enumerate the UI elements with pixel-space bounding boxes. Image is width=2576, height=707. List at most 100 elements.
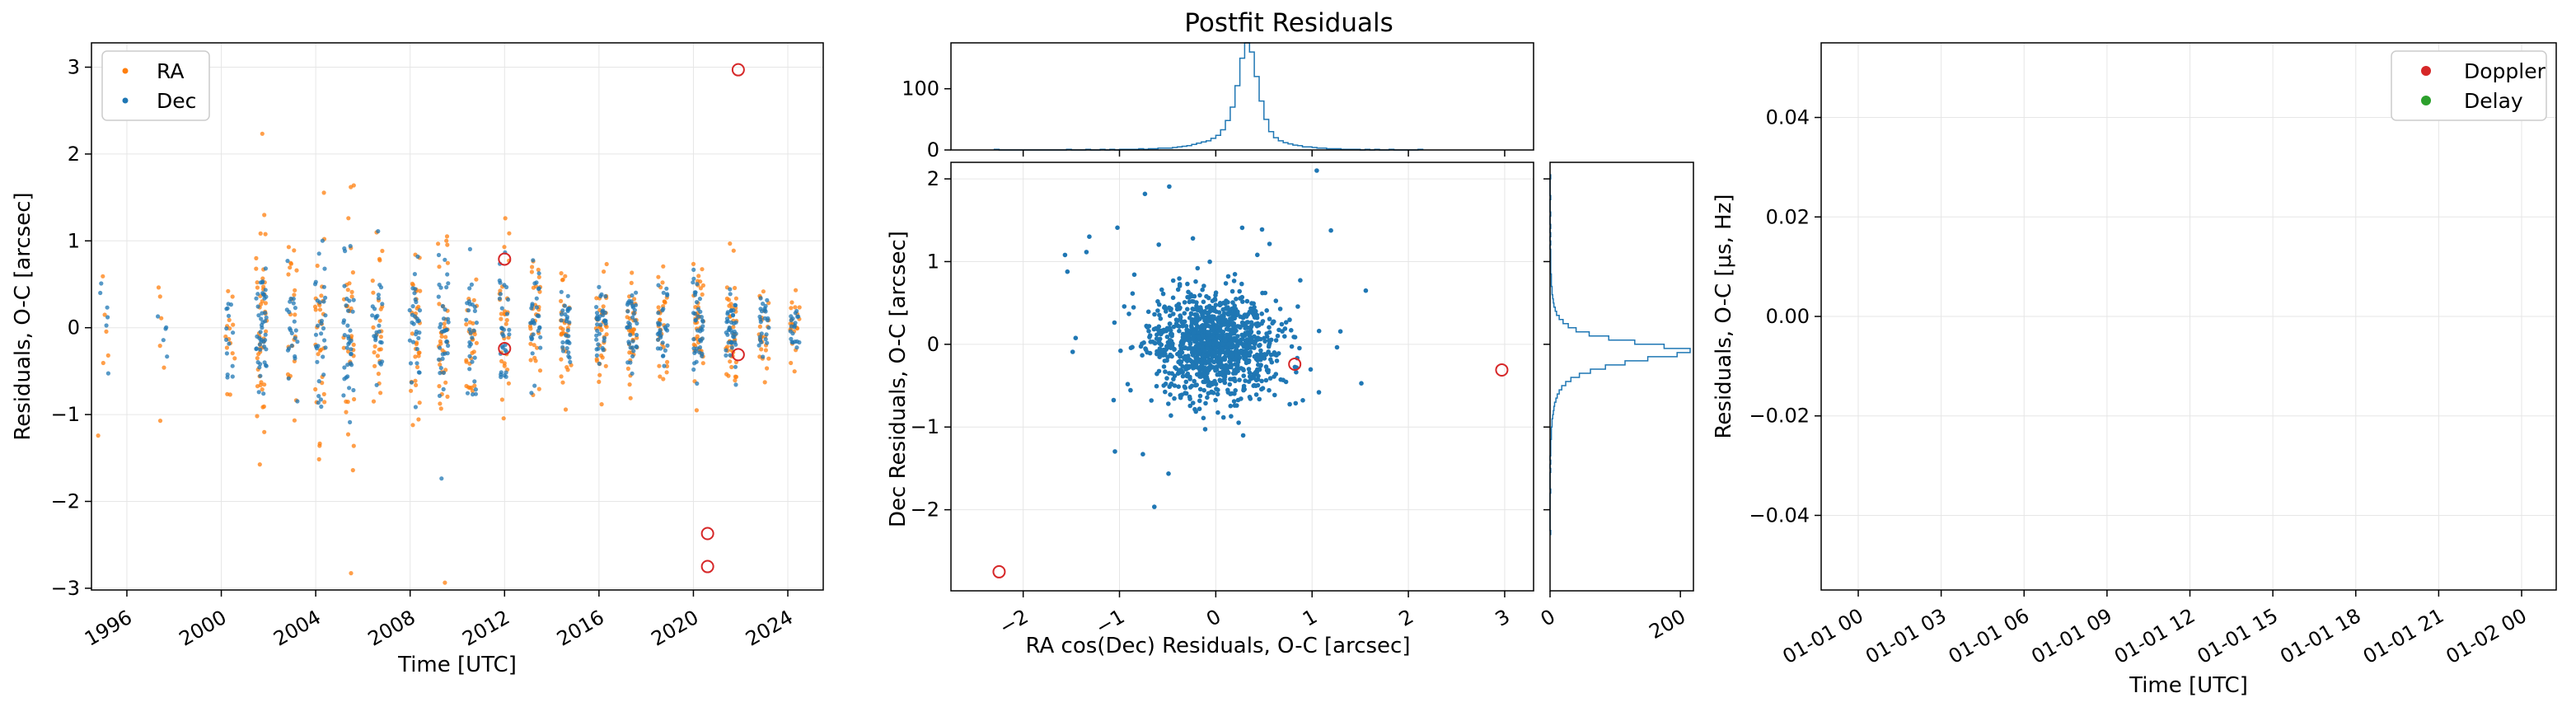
data-point-dec <box>597 284 602 289</box>
ra-histogram-frame <box>950 42 1534 151</box>
data-point <box>1188 311 1194 317</box>
data-point <box>1201 387 1206 393</box>
data-point-dec <box>762 306 767 311</box>
data-point-ra <box>470 388 475 393</box>
data-point-dec <box>165 354 170 359</box>
legend-marker-ra <box>122 68 129 74</box>
data-point <box>1170 278 1176 283</box>
data-point <box>1225 274 1231 279</box>
data-point-ra <box>597 379 602 384</box>
data-point-dec <box>560 344 565 349</box>
data-point-dec <box>255 304 260 309</box>
data-point-dec <box>661 307 666 311</box>
data-point <box>1149 398 1154 403</box>
data-point-ra <box>288 265 293 270</box>
data-point <box>1241 383 1247 389</box>
data-point-dec <box>534 280 539 285</box>
data-point <box>1232 356 1238 362</box>
y-tick-label: 2 <box>927 167 939 190</box>
data-point <box>1170 295 1176 301</box>
data-point-dec <box>415 347 419 352</box>
data-point-dec <box>256 313 261 318</box>
legend-marker-delay <box>2421 96 2431 105</box>
data-point <box>1267 376 1273 381</box>
data-point <box>1163 389 1168 395</box>
data-point-dec <box>629 299 634 304</box>
data-point-dec <box>412 291 417 296</box>
data-point-ra <box>725 344 730 349</box>
data-point <box>1167 371 1172 376</box>
data-point-dec <box>531 258 536 263</box>
data-point-ra <box>294 268 299 273</box>
data-point-dec <box>416 335 421 340</box>
data-point-ra <box>438 401 443 406</box>
data-point <box>1205 358 1211 364</box>
data-point <box>1248 306 1253 311</box>
data-point-dec <box>628 345 633 350</box>
data-point-ra <box>232 356 237 361</box>
data-point-dec <box>472 308 478 313</box>
data-point <box>1169 413 1173 419</box>
data-point <box>1220 307 1225 312</box>
data-point <box>1191 366 1196 371</box>
data-point-ra <box>293 288 297 293</box>
data-point-dec <box>699 315 705 320</box>
data-point-dec <box>342 246 347 251</box>
data-point <box>1220 346 1225 351</box>
data-point <box>1257 396 1262 402</box>
data-point-dec <box>417 308 423 313</box>
data-point <box>1182 311 1187 316</box>
data-point-ra <box>317 441 322 447</box>
data-point-ra <box>700 283 706 288</box>
data-point-dec <box>473 391 479 396</box>
data-point <box>1220 341 1225 347</box>
data-point-dec <box>758 296 763 301</box>
data-point-dec <box>105 371 110 376</box>
data-point-ra <box>444 234 450 239</box>
data-point-ra <box>726 297 732 302</box>
data-point-dec <box>446 343 451 349</box>
data-point-dec <box>257 365 262 370</box>
data-point-dec <box>597 361 602 366</box>
data-point-ra <box>378 335 383 339</box>
data-point <box>1216 320 1221 325</box>
ra-dec-y-label: Dec Residuals, O-C [arcsec] <box>886 231 911 527</box>
data-point-ra <box>254 266 259 271</box>
data-point <box>1243 352 1248 358</box>
data-point-dec <box>446 281 451 286</box>
data-point <box>1176 384 1181 390</box>
data-point-ra <box>102 312 107 317</box>
data-point-ra <box>162 365 166 370</box>
data-point-dec <box>559 311 564 317</box>
data-point <box>1112 449 1117 454</box>
data-point-ra <box>597 372 602 377</box>
data-point-dec <box>230 363 235 368</box>
data-point-dec <box>626 341 632 346</box>
data-point <box>1262 339 1267 344</box>
data-point-ra <box>594 357 599 362</box>
time-residuals-x-label: Time [UTC] <box>397 653 517 677</box>
data-point <box>1229 288 1235 294</box>
data-point <box>1177 328 1182 334</box>
data-point-dec <box>603 294 608 299</box>
data-point <box>1197 393 1203 399</box>
data-point <box>1193 409 1198 414</box>
y-tick-label: −1 <box>911 415 939 438</box>
legend-label-delay: Delay <box>2464 89 2523 113</box>
data-point <box>1199 323 1205 329</box>
data-point-dec <box>264 315 269 320</box>
data-point-ra <box>101 274 105 279</box>
data-point <box>1167 384 1172 390</box>
data-point-dec <box>697 297 703 302</box>
data-point <box>1204 311 1210 316</box>
data-point-dec <box>263 288 268 293</box>
data-point-dec <box>348 419 353 424</box>
data-point-dec <box>320 238 325 243</box>
data-point-ra <box>349 289 354 294</box>
data-point-ra <box>315 263 320 269</box>
data-point <box>1065 269 1070 274</box>
data-point <box>1298 278 1303 283</box>
data-point-dec <box>439 329 445 335</box>
